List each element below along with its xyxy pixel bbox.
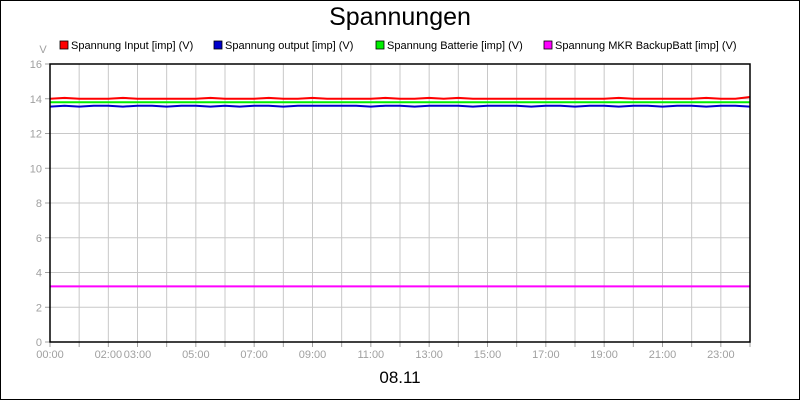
y-tick-label: 12 — [30, 129, 42, 141]
series-line-1 — [49, 104, 751, 108]
x-tick-label: 17:00 — [532, 349, 560, 361]
legend-label-3: Spannung MKR BackupBatt [imp] (V) — [555, 40, 737, 52]
series-line-0 — [49, 96, 751, 100]
y-tick-label: 8 — [36, 198, 42, 210]
y-tick-label: 10 — [30, 163, 42, 175]
x-tick-label: 15:00 — [474, 349, 502, 361]
y-axis-unit: V — [39, 44, 47, 56]
legend-swatch-1 — [213, 40, 223, 50]
y-tick-label: 16 — [30, 59, 42, 71]
y-tick-label: 2 — [36, 302, 42, 314]
x-tick-label: 11:00 — [357, 349, 384, 361]
y-tick-label: 14 — [30, 94, 42, 106]
x-tick-label: 07:00 — [240, 349, 268, 361]
legend-label-0: Spannung Input [imp] (V) — [71, 40, 193, 52]
x-tick-label: 19:00 — [590, 349, 618, 361]
legend-swatch-3 — [543, 40, 553, 50]
x-tick-label: 02:00 — [95, 349, 123, 361]
x-tick-label: 13:00 — [415, 349, 443, 361]
y-tick-label: 4 — [36, 268, 42, 280]
y-tick-label: 6 — [36, 233, 42, 245]
x-tick-label: 09:00 — [299, 349, 327, 361]
legend-label-2: Spannung Batterie [imp] (V) — [387, 40, 523, 52]
x-tick-label: 05:00 — [182, 349, 210, 361]
legend-label-1: Spannung output [imp] (V) — [225, 40, 353, 52]
legend-swatch-0 — [59, 40, 69, 50]
x-tick-label: 21:00 — [649, 349, 677, 361]
x-tick-label: 03:00 — [124, 349, 152, 361]
legend-swatch-2 — [375, 40, 385, 50]
x-tick-label: 00:00 — [36, 349, 64, 361]
x-axis-label: 08.11 — [379, 368, 421, 387]
y-tick-label: 0 — [36, 337, 42, 349]
chart-title: Spannungen — [329, 3, 471, 31]
plot-frame — [49, 63, 751, 343]
x-tick-label: 23:00 — [707, 349, 735, 361]
